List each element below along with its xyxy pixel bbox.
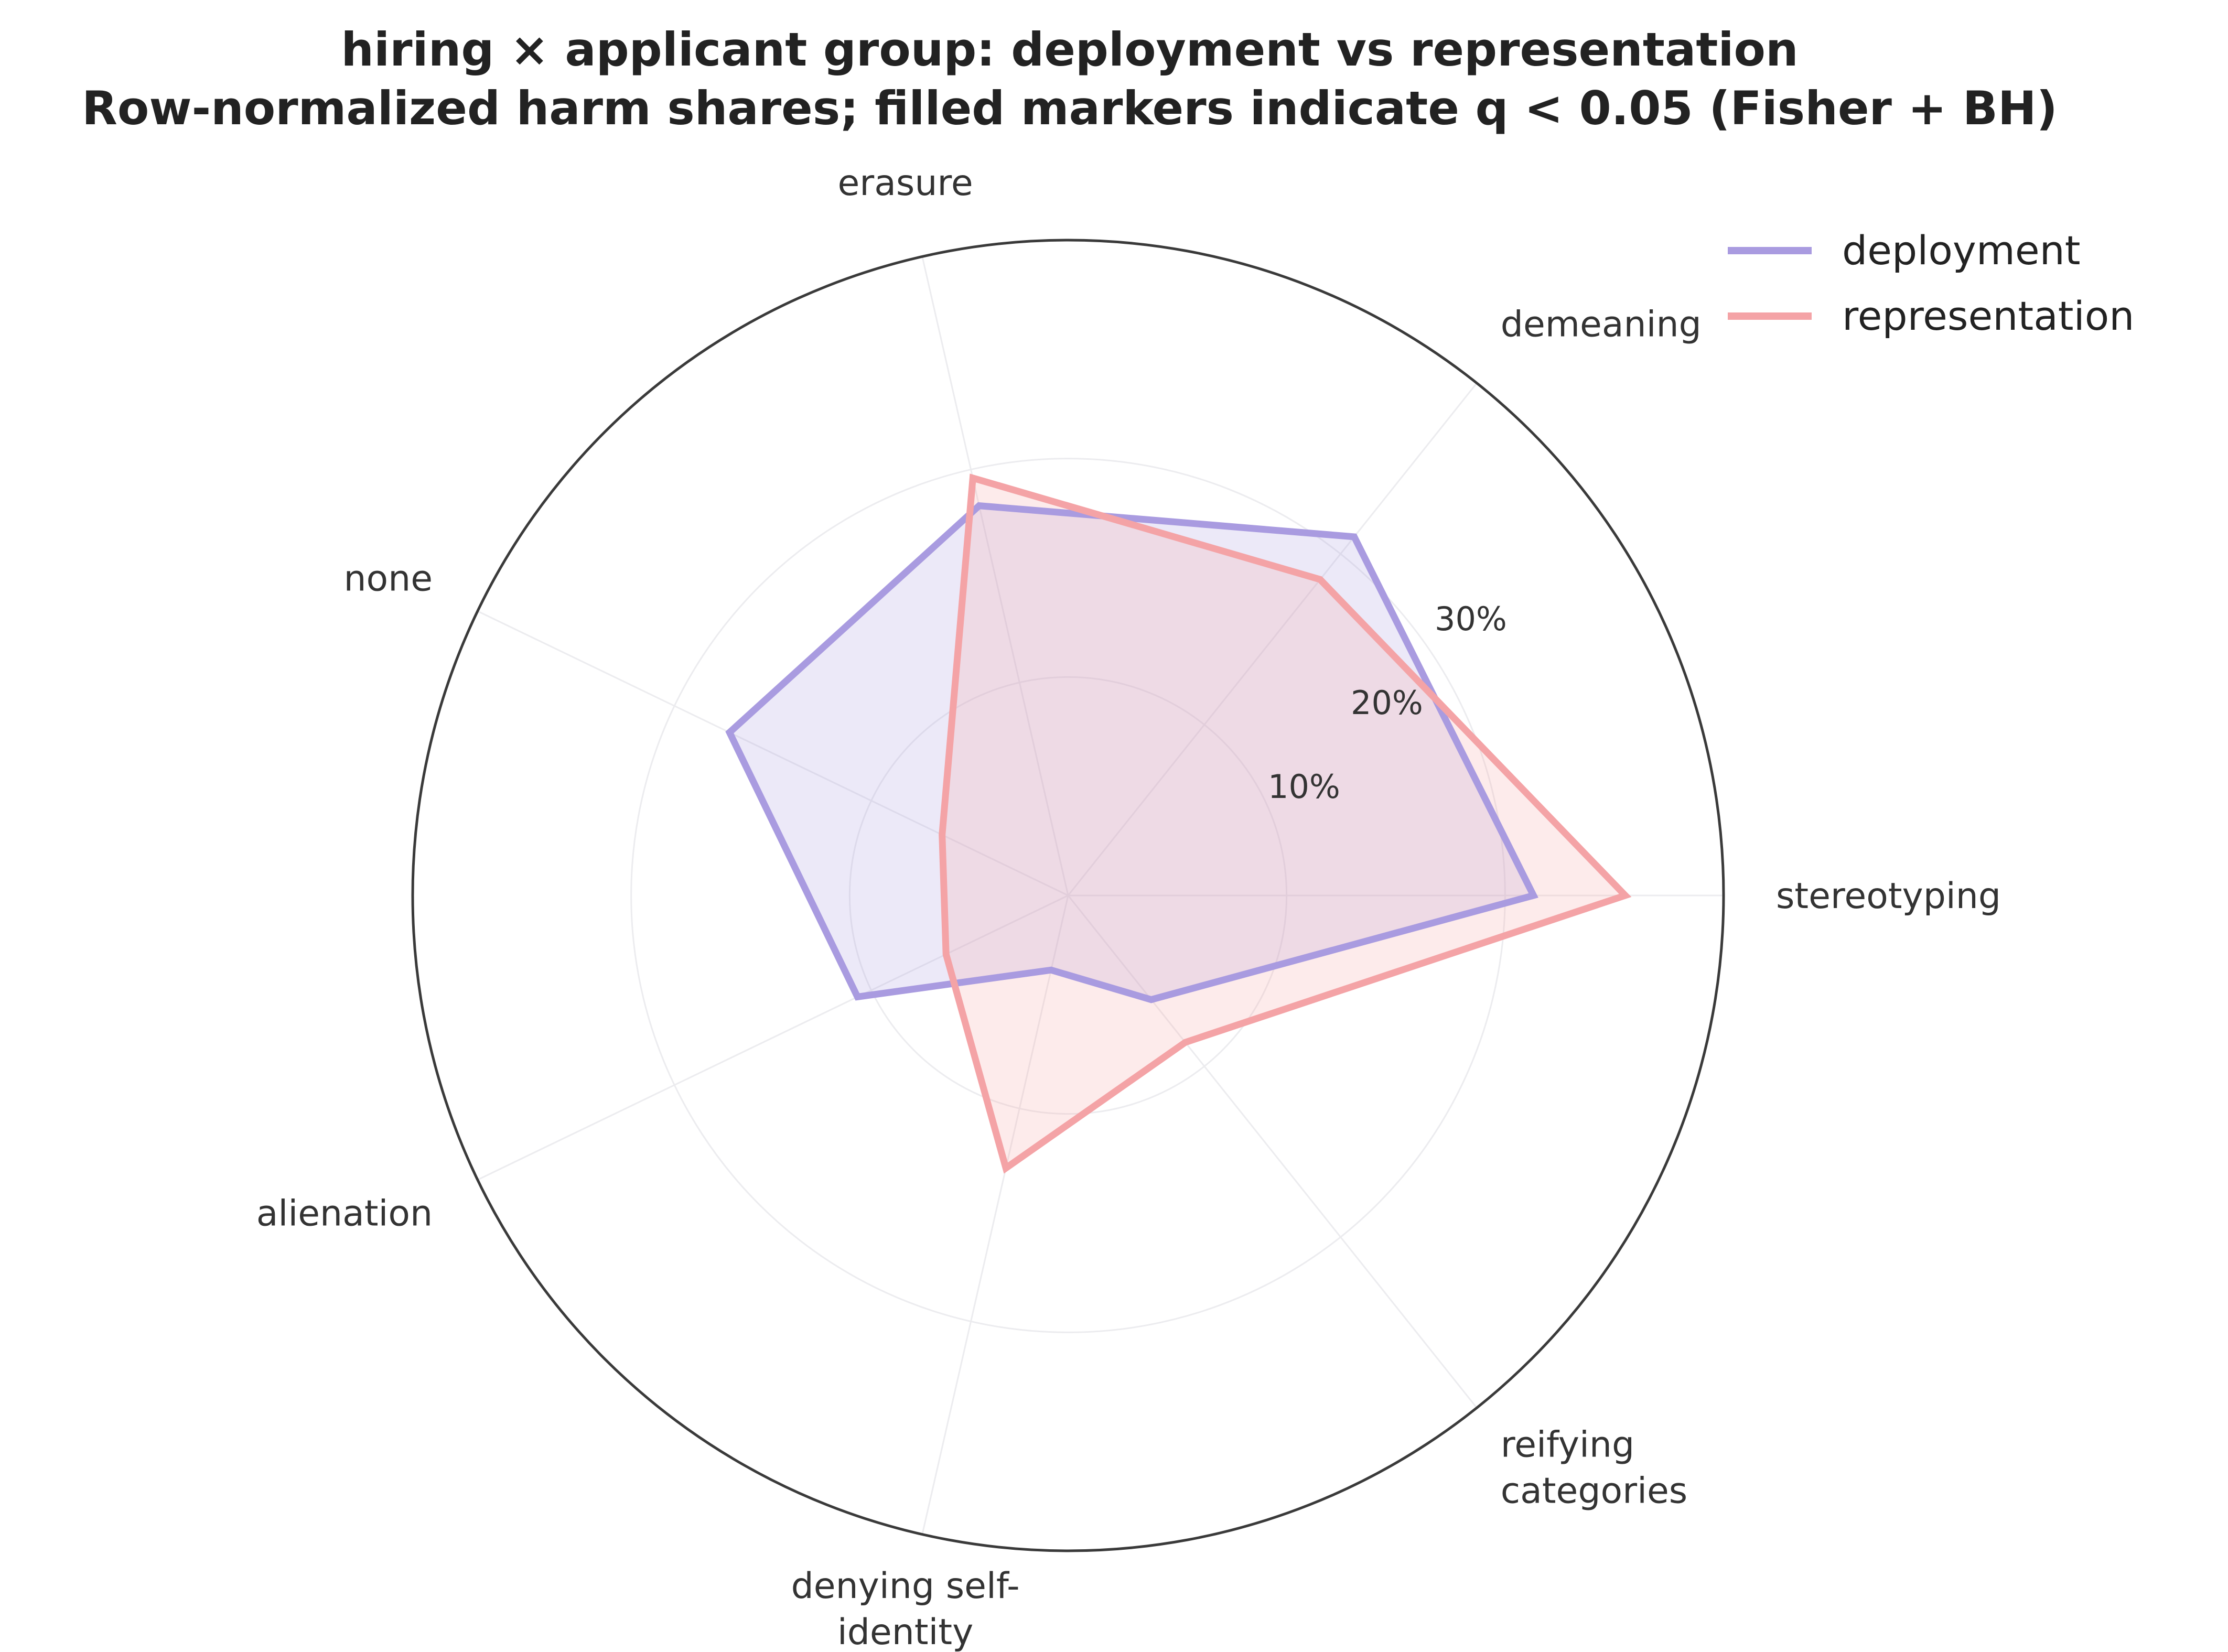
category-label-6: reifying categories bbox=[1501, 1424, 1687, 1512]
legend-label-deployment: deployment bbox=[1842, 227, 2081, 274]
data-point-deployment-5 bbox=[1050, 969, 1052, 971]
data-point-deployment-0 bbox=[1533, 894, 1534, 897]
category-label-0: stereotyping bbox=[1776, 876, 2001, 917]
series-line-representation bbox=[939, 473, 1632, 1174]
category-label-6-line-0: reifying bbox=[1501, 1424, 1634, 1466]
data-point-deployment-1 bbox=[1353, 536, 1355, 538]
category-label-6-line-1: categories bbox=[1501, 1471, 1687, 1512]
radial-tick-label-2: 30% bbox=[1435, 600, 1507, 638]
data-point-deployment-4 bbox=[856, 996, 858, 998]
series-fill-representation bbox=[942, 478, 1626, 1168]
chart-title-line-1: hiring × applicant group: deployment vs … bbox=[341, 23, 1798, 77]
category-label-2-line-0: erasure bbox=[837, 163, 973, 204]
data-point-representation-4 bbox=[945, 953, 947, 955]
category-label-2: erasure bbox=[837, 163, 973, 204]
category-label-3-line-0: none bbox=[343, 558, 433, 600]
category-label-4: alienation bbox=[256, 1193, 433, 1234]
data-point-representation-3 bbox=[941, 834, 943, 836]
series-line-deployment bbox=[725, 502, 1538, 1003]
data-point-deployment-2 bbox=[978, 505, 980, 507]
category-label-0-line-0: stereotyping bbox=[1776, 876, 2001, 917]
category-label-5-line-0: denying self- bbox=[791, 1565, 1020, 1607]
data-point-representation-1 bbox=[1319, 578, 1321, 580]
chart-title: hiring × applicant group: deployment vs … bbox=[82, 23, 2058, 135]
spoke-4 bbox=[477, 894, 1069, 1181]
axis-labels: 10% 20% 30% stereotyping demeaning erasure non… bbox=[256, 163, 2001, 1652]
radial-tick-label-1: 20% bbox=[1351, 684, 1423, 722]
category-label-4-line-0: alienation bbox=[256, 1193, 433, 1234]
spoke-6 bbox=[1067, 895, 1478, 1409]
chart-subtitle: Row-normalized harm shares; filled marke… bbox=[82, 81, 2058, 135]
series-layer bbox=[725, 473, 1632, 1174]
polar-grid bbox=[477, 256, 1724, 1535]
data-point-representation-5 bbox=[1005, 1167, 1007, 1169]
spoke-2 bbox=[921, 256, 1069, 896]
category-label-1: demeaning bbox=[1501, 304, 1702, 345]
category-label-5: denying self-identity bbox=[791, 1565, 1020, 1652]
spoke-1 bbox=[1067, 382, 1478, 896]
series-fill-deployment bbox=[729, 505, 1534, 1000]
radial-tick-label-0: 10% bbox=[1268, 768, 1340, 806]
data-point-representation-0 bbox=[1624, 894, 1626, 897]
outer-circle bbox=[411, 239, 1725, 1552]
legend-label-representation: representation bbox=[1842, 293, 2134, 339]
data-point-deployment-3 bbox=[728, 731, 730, 733]
data-point-representation-6 bbox=[1184, 1041, 1186, 1043]
category-label-3: none bbox=[343, 558, 433, 600]
spoke-3 bbox=[477, 610, 1069, 897]
polar-frame bbox=[411, 239, 1725, 1552]
category-label-1-line-0: demeaning bbox=[1501, 304, 1702, 345]
data-point-deployment-6 bbox=[1150, 999, 1152, 1001]
legend: deployment representation bbox=[1728, 227, 2134, 339]
spoke-5 bbox=[921, 895, 1069, 1535]
category-label-5-line-1: identity bbox=[837, 1612, 973, 1652]
data-point-representation-2 bbox=[972, 477, 974, 479]
